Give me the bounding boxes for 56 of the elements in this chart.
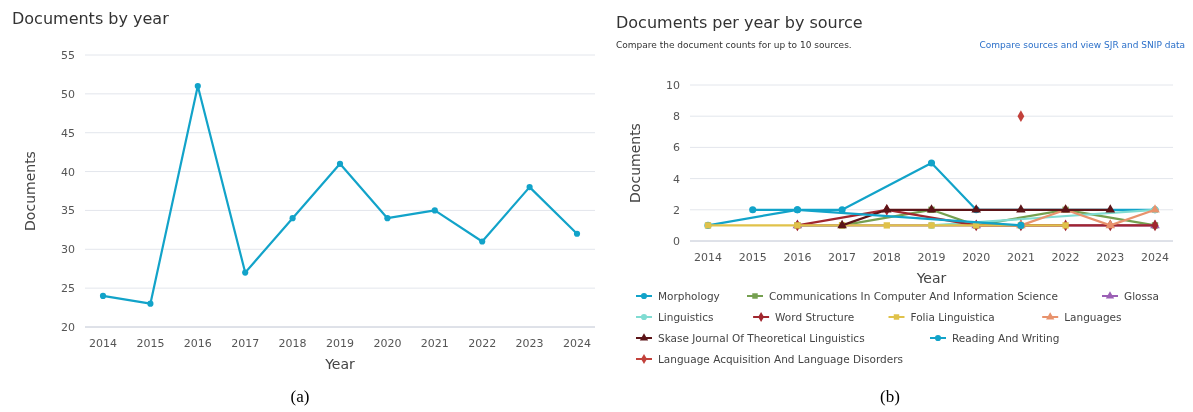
x-tick-label: 2015 xyxy=(136,337,165,350)
y-tick-label: 45 xyxy=(61,126,75,140)
x-tick-label: 2016 xyxy=(183,337,212,350)
legend-label: Morphology xyxy=(658,290,720,302)
x-tick-label: 2022 xyxy=(1051,251,1080,264)
x-tick-label: 2019 xyxy=(326,337,354,350)
chart-title: Documents by year xyxy=(12,9,170,28)
y-tick-label: 6 xyxy=(673,141,680,155)
y-tick-label: 8 xyxy=(673,110,680,124)
y-tick-label: 50 xyxy=(61,87,75,101)
legend-label: Word Structure xyxy=(775,311,855,323)
y-tick-label: 35 xyxy=(61,204,75,218)
y-tick-label: 2 xyxy=(673,203,680,217)
y-tick-label: 10 xyxy=(666,79,680,92)
legend-label: Communications In Computer And Information Science xyxy=(769,290,1058,302)
y-tick-label: 4 xyxy=(673,172,680,186)
x-tick-label: 2020 xyxy=(373,337,402,350)
legend-label: Skase Journal Of Theoretical Linguistics xyxy=(658,332,865,344)
chart-subtitle: Compare the document counts for up to 10 sources. xyxy=(616,40,852,50)
y-tick-label: 0 xyxy=(673,235,680,248)
x-tick-label: 2018 xyxy=(872,251,901,264)
x-tick-label: 2014 xyxy=(694,251,722,264)
x-tick-label: 2014 xyxy=(89,337,117,350)
x-tick-label: 2024 xyxy=(563,337,591,350)
text: Compare sources and view SJR and SNIP data xyxy=(979,40,1185,50)
x-tick-label: 2021 xyxy=(1006,251,1035,264)
x-tick-label: 2020 xyxy=(962,251,991,264)
x-tick-label: 2023 xyxy=(1096,251,1125,264)
text: (b) xyxy=(880,387,900,406)
y-tick-label: 30 xyxy=(61,243,75,257)
x-tick-label: 2015 xyxy=(738,251,767,264)
x-tick-label: 2021 xyxy=(420,337,449,350)
legend-label: Language Acquisition And Language Disorders xyxy=(658,353,903,365)
y-axis-title: Documents xyxy=(22,151,38,231)
text: (a) xyxy=(290,387,310,406)
chart-title: Documents per year by source xyxy=(616,13,863,32)
x-tick-label: 2017 xyxy=(231,337,260,350)
x-tick-label: 2018 xyxy=(278,337,307,350)
legend-label: Linguistics xyxy=(658,311,714,323)
y-tick-label: 20 xyxy=(61,321,75,334)
x-tick-label: 2023 xyxy=(515,337,544,350)
x-tick-label: 2019 xyxy=(917,251,946,264)
x-axis-title: Year xyxy=(915,270,947,286)
x-tick-label: 2024 xyxy=(1141,251,1169,264)
x-tick-label: 2017 xyxy=(828,251,857,264)
x-tick-label: 2022 xyxy=(468,337,497,350)
x-axis-title: Year xyxy=(324,356,356,372)
y-tick-label: 40 xyxy=(61,165,75,179)
legend-label: Glossa xyxy=(1124,290,1159,302)
legend-label: Reading And Writing xyxy=(952,332,1060,344)
legend-label: Folia Linguistica xyxy=(910,311,995,323)
y-tick-label: 55 xyxy=(61,49,75,62)
y-axis-title: Documents xyxy=(627,123,643,203)
y-tick-label: 25 xyxy=(61,282,75,296)
legend-label: Languages xyxy=(1064,311,1122,323)
x-tick-label: 2016 xyxy=(783,251,812,264)
